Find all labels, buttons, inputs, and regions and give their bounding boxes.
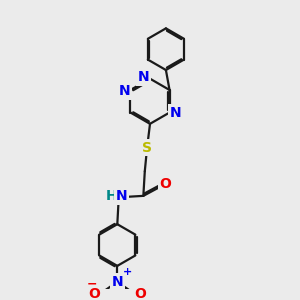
Text: −: − — [87, 278, 98, 291]
Text: N: N — [112, 275, 123, 289]
Text: O: O — [160, 177, 172, 191]
Text: H: H — [106, 189, 117, 203]
Text: N: N — [118, 84, 130, 98]
Text: +: + — [122, 267, 132, 278]
Text: O: O — [134, 287, 146, 300]
Text: O: O — [88, 287, 100, 300]
Text: N: N — [170, 106, 182, 119]
Text: N: N — [138, 70, 149, 84]
Text: N: N — [116, 189, 127, 203]
Text: S: S — [142, 140, 152, 154]
